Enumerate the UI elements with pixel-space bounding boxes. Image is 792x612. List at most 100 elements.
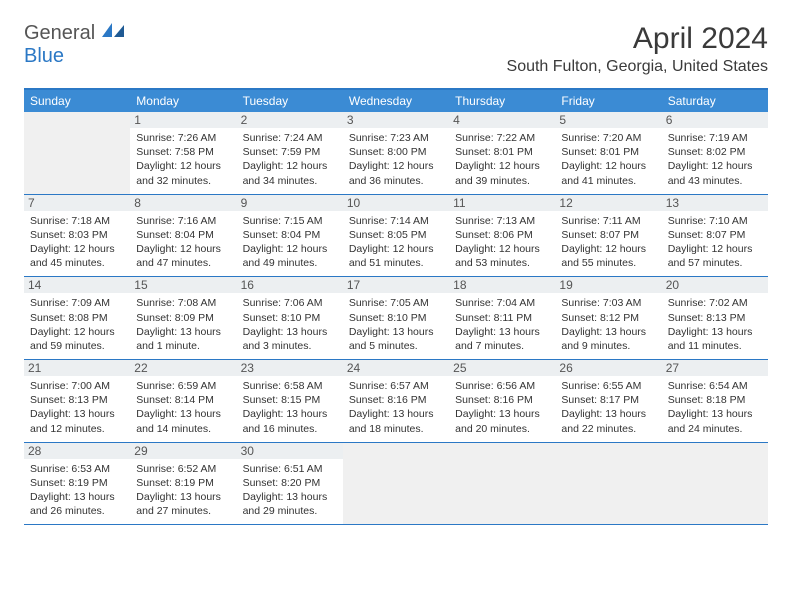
day-info-line: Sunrise: 7:22 AM xyxy=(455,131,549,145)
day-info-line: Daylight: 13 hours xyxy=(243,407,337,421)
day-number: 22 xyxy=(130,360,236,376)
day-info-line: Sunset: 8:08 PM xyxy=(30,311,124,325)
day-cell xyxy=(555,443,661,525)
day-cell: 11Sunrise: 7:13 AMSunset: 8:06 PMDayligh… xyxy=(449,195,555,277)
day-info-line: Daylight: 13 hours xyxy=(349,407,443,421)
day-cell: 4Sunrise: 7:22 AMSunset: 8:01 PMDaylight… xyxy=(449,112,555,194)
day-number: 5 xyxy=(555,112,661,128)
day-number: 16 xyxy=(237,277,343,293)
weekday-header: Saturday xyxy=(662,90,768,112)
day-number: 12 xyxy=(555,195,661,211)
day-cell: 17Sunrise: 7:05 AMSunset: 8:10 PMDayligh… xyxy=(343,277,449,359)
day-info-line: Daylight: 13 hours xyxy=(243,490,337,504)
day-cell: 9Sunrise: 7:15 AMSunset: 8:04 PMDaylight… xyxy=(237,195,343,277)
day-number: 23 xyxy=(237,360,343,376)
day-info-line: Sunset: 8:17 PM xyxy=(561,393,655,407)
day-info-line: Sunset: 8:14 PM xyxy=(136,393,230,407)
day-number: 10 xyxy=(343,195,449,211)
day-number: 9 xyxy=(237,195,343,211)
day-info-line: and 26 minutes. xyxy=(30,504,124,518)
day-info-line: Sunset: 8:04 PM xyxy=(243,228,337,242)
day-info-line: Daylight: 12 hours xyxy=(668,242,762,256)
day-info-line: and 43 minutes. xyxy=(668,174,762,188)
day-info-line: Sunrise: 7:16 AM xyxy=(136,214,230,228)
day-info-line: and 16 minutes. xyxy=(243,422,337,436)
day-cell: 24Sunrise: 6:57 AMSunset: 8:16 PMDayligh… xyxy=(343,360,449,442)
day-info-line: Sunset: 7:59 PM xyxy=(243,145,337,159)
day-info-line: Sunrise: 7:23 AM xyxy=(349,131,443,145)
day-info-line: Sunrise: 7:04 AM xyxy=(455,296,549,310)
day-info-line: Daylight: 13 hours xyxy=(668,407,762,421)
day-cell: 26Sunrise: 6:55 AMSunset: 8:17 PMDayligh… xyxy=(555,360,661,442)
day-info-line: and 49 minutes. xyxy=(243,256,337,270)
day-cell: 19Sunrise: 7:03 AMSunset: 8:12 PMDayligh… xyxy=(555,277,661,359)
day-cell: 21Sunrise: 7:00 AMSunset: 8:13 PMDayligh… xyxy=(24,360,130,442)
day-info-line: Daylight: 13 hours xyxy=(136,490,230,504)
day-number: 11 xyxy=(449,195,555,211)
day-number: 6 xyxy=(662,112,768,128)
week-row: 21Sunrise: 7:00 AMSunset: 8:13 PMDayligh… xyxy=(24,360,768,443)
day-cell: 6Sunrise: 7:19 AMSunset: 8:02 PMDaylight… xyxy=(662,112,768,194)
day-info-line: and 14 minutes. xyxy=(136,422,230,436)
day-info-line: Daylight: 13 hours xyxy=(455,407,549,421)
day-cell: 20Sunrise: 7:02 AMSunset: 8:13 PMDayligh… xyxy=(662,277,768,359)
day-number: 19 xyxy=(555,277,661,293)
day-info-line: and 5 minutes. xyxy=(349,339,443,353)
calendar-body: 1Sunrise: 7:26 AMSunset: 7:58 PMDaylight… xyxy=(24,112,768,525)
day-info-line: Sunrise: 7:09 AM xyxy=(30,296,124,310)
header: General Blue April 2024 South Fulton, Ge… xyxy=(24,22,768,76)
day-info-line: Sunrise: 7:11 AM xyxy=(561,214,655,228)
day-info-line: Sunset: 8:19 PM xyxy=(30,476,124,490)
day-info-line: Sunset: 8:18 PM xyxy=(668,393,762,407)
day-info-line: Sunrise: 7:26 AM xyxy=(136,131,230,145)
day-number: 25 xyxy=(449,360,555,376)
day-info-line: Daylight: 12 hours xyxy=(30,325,124,339)
day-number: 21 xyxy=(24,360,130,376)
day-info-line: Sunrise: 7:06 AM xyxy=(243,296,337,310)
day-info-line: Sunrise: 7:19 AM xyxy=(668,131,762,145)
day-info-line: Sunrise: 6:59 AM xyxy=(136,379,230,393)
day-info-line: Sunset: 8:04 PM xyxy=(136,228,230,242)
day-info-line: and 24 minutes. xyxy=(668,422,762,436)
day-info-line: Sunrise: 7:03 AM xyxy=(561,296,655,310)
day-cell xyxy=(662,443,768,525)
day-info-line: Sunset: 8:02 PM xyxy=(668,145,762,159)
day-info-line: Sunset: 8:03 PM xyxy=(30,228,124,242)
day-info-line: and 7 minutes. xyxy=(455,339,549,353)
day-number: 28 xyxy=(24,443,130,459)
day-cell: 30Sunrise: 6:51 AMSunset: 8:20 PMDayligh… xyxy=(237,443,343,525)
day-info-line: and 32 minutes. xyxy=(136,174,230,188)
day-info-line: and 27 minutes. xyxy=(136,504,230,518)
day-cell: 27Sunrise: 6:54 AMSunset: 8:18 PMDayligh… xyxy=(662,360,768,442)
day-info-line: and 57 minutes. xyxy=(668,256,762,270)
calendar: SundayMondayTuesdayWednesdayThursdayFrid… xyxy=(24,88,768,525)
day-info-line: Sunset: 8:01 PM xyxy=(455,145,549,159)
day-number: 17 xyxy=(343,277,449,293)
day-info-line: Daylight: 12 hours xyxy=(136,242,230,256)
day-info-line: and 1 minute. xyxy=(136,339,230,353)
day-info-line: Daylight: 12 hours xyxy=(455,159,549,173)
day-number: 20 xyxy=(662,277,768,293)
day-cell: 29Sunrise: 6:52 AMSunset: 8:19 PMDayligh… xyxy=(130,443,236,525)
day-info-line: Daylight: 13 hours xyxy=(136,325,230,339)
day-info-line: Daylight: 13 hours xyxy=(30,407,124,421)
day-info-line: Sunset: 8:01 PM xyxy=(561,145,655,159)
day-info-line: Daylight: 13 hours xyxy=(349,325,443,339)
logo: General Blue xyxy=(24,22,124,68)
day-info-line: Sunrise: 7:00 AM xyxy=(30,379,124,393)
day-number: 14 xyxy=(24,277,130,293)
day-info-line: and 3 minutes. xyxy=(243,339,337,353)
day-info-line: Sunrise: 7:13 AM xyxy=(455,214,549,228)
day-info-line: and 12 minutes. xyxy=(30,422,124,436)
day-info-line: and 11 minutes. xyxy=(668,339,762,353)
day-info-line: and 47 minutes. xyxy=(136,256,230,270)
day-info-line: Daylight: 12 hours xyxy=(455,242,549,256)
day-cell xyxy=(449,443,555,525)
day-info-line: Daylight: 12 hours xyxy=(561,159,655,173)
day-cell: 10Sunrise: 7:14 AMSunset: 8:05 PMDayligh… xyxy=(343,195,449,277)
day-info-line: and 45 minutes. xyxy=(30,256,124,270)
day-info-line: Sunset: 8:15 PM xyxy=(243,393,337,407)
week-row: 1Sunrise: 7:26 AMSunset: 7:58 PMDaylight… xyxy=(24,112,768,195)
day-info-line: Sunset: 8:00 PM xyxy=(349,145,443,159)
week-row: 28Sunrise: 6:53 AMSunset: 8:19 PMDayligh… xyxy=(24,443,768,526)
